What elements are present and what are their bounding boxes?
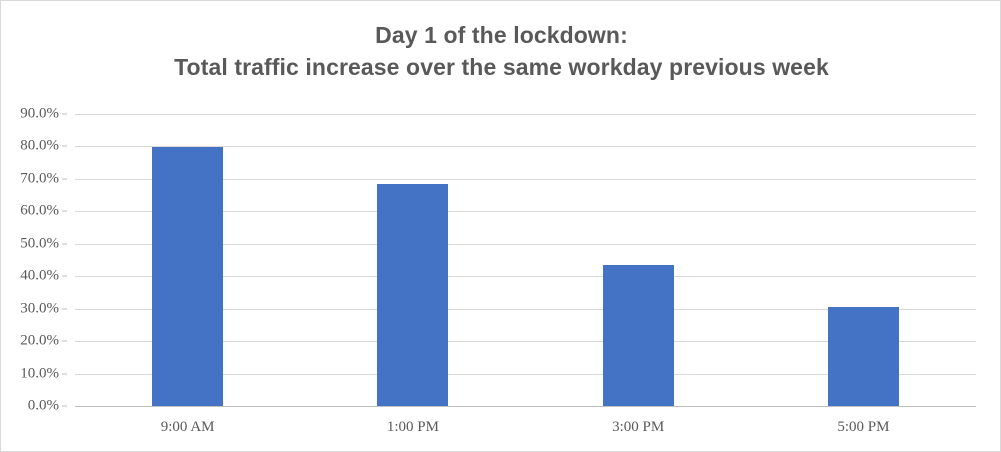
plot-area bbox=[75, 114, 976, 407]
bar[interactable] bbox=[152, 147, 224, 406]
y-tick-mark bbox=[62, 308, 67, 310]
bar[interactable] bbox=[602, 264, 674, 406]
x-tick-label: 1:00 PM bbox=[386, 419, 439, 435]
y-tick-label: 20.0% bbox=[20, 332, 59, 349]
y-tick-mark bbox=[62, 178, 67, 180]
x-tick-label: 9:00 AM bbox=[160, 419, 215, 435]
gridline bbox=[75, 243, 976, 245]
gridline bbox=[75, 178, 976, 180]
y-tick-label: 90.0% bbox=[20, 105, 59, 122]
axis-baseline bbox=[75, 406, 976, 407]
gridline bbox=[75, 308, 976, 310]
y-tick-label: 40.0% bbox=[20, 267, 59, 284]
x-tick-label: 5:00 PM bbox=[837, 419, 890, 435]
bar[interactable] bbox=[827, 307, 899, 406]
gridline bbox=[75, 114, 976, 115]
chart-title-line-2: Total traffic increase over the same wor… bbox=[174, 54, 829, 80]
y-tick-mark bbox=[62, 340, 67, 342]
gridline bbox=[75, 373, 976, 375]
y-tick-label: 0.0% bbox=[27, 397, 59, 414]
y-tick-label: 60.0% bbox=[20, 202, 59, 219]
x-axis: 9:00 AM 1:00 PM 3:00 PM 5:00 PM bbox=[75, 407, 976, 441]
chart-title-line-1: Day 1 of the lockdown: bbox=[375, 22, 628, 48]
y-tick-mark bbox=[62, 145, 67, 147]
y-tick-label: 30.0% bbox=[20, 300, 59, 317]
y-tick-mark bbox=[62, 243, 67, 245]
x-tick-label: 3:00 PM bbox=[612, 419, 665, 435]
y-tick-mark bbox=[62, 373, 67, 375]
bar[interactable] bbox=[377, 183, 449, 406]
gridline bbox=[75, 341, 976, 343]
gridline bbox=[75, 276, 976, 278]
y-axis: 0.0% 10.0% 20.0% 30.0% 40.0% 50.0% 60.0% 70.0% 8… bbox=[1, 106, 67, 414]
y-tick-label: 50.0% bbox=[20, 235, 59, 252]
chart-title: Day 1 of the lockdown: Total traffic inc… bbox=[1, 19, 1000, 83]
y-tick-mark bbox=[62, 210, 67, 212]
y-tick-label: 80.0% bbox=[20, 137, 59, 154]
y-tick-mark bbox=[62, 113, 67, 115]
gridline bbox=[75, 211, 976, 213]
y-tick-mark bbox=[62, 405, 67, 407]
gridline bbox=[75, 146, 976, 148]
y-tick-label: 70.0% bbox=[20, 170, 59, 187]
y-tick-mark bbox=[62, 275, 67, 277]
y-tick-label: 10.0% bbox=[20, 365, 59, 382]
